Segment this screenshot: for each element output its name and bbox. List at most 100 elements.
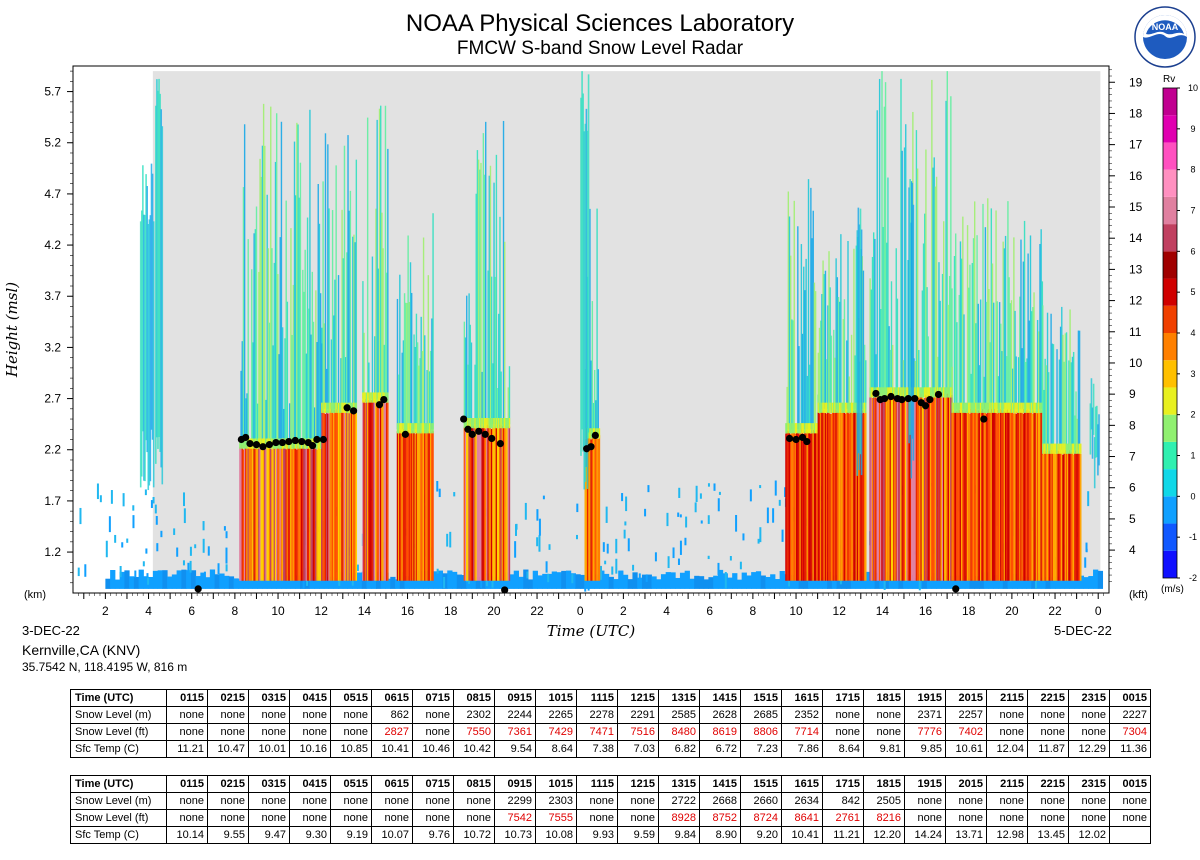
clutter-echo	[189, 546, 192, 556]
snow-streak	[814, 291, 817, 430]
bright-band	[1080, 443, 1082, 454]
rain-column	[887, 394, 889, 581]
fall-streak	[148, 219, 151, 486]
snow-streak	[322, 181, 324, 409]
table-cell: none	[371, 809, 413, 827]
table-cell: none	[1109, 792, 1151, 810]
snow-streak	[1038, 331, 1040, 409]
rain-column	[861, 413, 863, 581]
snow-streak	[1003, 248, 1006, 409]
snow-streak	[850, 334, 853, 409]
rain-column	[281, 447, 284, 581]
bright-band	[317, 438, 319, 449]
bright-band	[816, 423, 818, 434]
rain-column	[333, 413, 335, 581]
snow-streak	[989, 342, 991, 409]
bright-band	[920, 387, 922, 398]
surface-echo	[508, 574, 515, 589]
table-cell: 2015	[945, 775, 987, 793]
clutter-echo	[223, 526, 226, 531]
y-right-tick-label: 18	[1129, 106, 1143, 120]
rain-column	[897, 393, 900, 581]
rain-column	[865, 409, 867, 581]
table-cell: 2257	[945, 706, 987, 724]
snow-streak	[422, 237, 425, 430]
bright-band	[241, 438, 243, 449]
rain-column	[958, 409, 960, 581]
clutter-echo	[1034, 573, 1037, 589]
rain-column	[847, 412, 849, 581]
bright-band	[988, 402, 990, 413]
clutter-echo	[77, 567, 80, 577]
clutter-echo	[1085, 548, 1088, 553]
x-tick-label: 18	[444, 604, 458, 618]
surface-echo	[765, 576, 771, 589]
colorbar-segment	[1163, 360, 1177, 388]
snow-streak	[494, 276, 496, 425]
table-cell: none	[904, 809, 946, 827]
rain-column	[286, 445, 289, 581]
colorbar-segment	[1163, 169, 1177, 197]
snow-streak	[813, 282, 816, 430]
bright-band	[492, 418, 494, 429]
rain-column	[869, 397, 871, 581]
rain-column	[940, 397, 943, 581]
bright-band	[387, 392, 389, 403]
bright-band	[821, 402, 823, 413]
table-cell: 1215	[617, 689, 659, 707]
clutter-echo	[644, 508, 647, 517]
clutter-echo	[735, 514, 738, 532]
rain-column	[468, 426, 470, 581]
snow-streak	[801, 333, 804, 430]
surface-echo	[717, 569, 724, 589]
snow-streak	[975, 323, 977, 409]
bright-band	[853, 402, 855, 413]
bright-band	[376, 392, 378, 403]
rain-column	[590, 439, 592, 581]
table-cell: none	[412, 723, 454, 741]
fall-streak	[580, 97, 582, 456]
snow-streak	[1026, 358, 1028, 409]
bright-band	[823, 402, 825, 413]
bright-band	[493, 418, 495, 429]
snow-level-point	[313, 435, 321, 444]
clutter-echo	[155, 515, 158, 525]
rain-column	[1075, 450, 1077, 581]
table-cell: none	[330, 809, 372, 827]
snow-streak	[477, 159, 480, 425]
bright-band	[428, 423, 431, 434]
snow-streak	[396, 298, 399, 430]
snow-streak	[481, 371, 483, 425]
rain-column	[793, 432, 795, 581]
surface-echo	[1083, 577, 1089, 589]
bright-band	[397, 423, 400, 434]
clutter-echo	[548, 544, 551, 550]
bright-band	[805, 423, 807, 434]
bright-band	[499, 418, 501, 429]
rain-column	[900, 397, 902, 581]
table-cell: 0115	[166, 689, 208, 707]
rain-column	[595, 436, 597, 581]
clutter-echo	[182, 560, 185, 566]
rain-column	[416, 432, 419, 581]
surface-echo	[779, 571, 785, 589]
clutter-echo	[438, 488, 441, 498]
colorbar-tick-label: 4	[1190, 328, 1195, 338]
surface-echo	[105, 578, 111, 589]
bright-band	[414, 423, 416, 434]
clutter-echo	[491, 576, 494, 588]
clutter-echo	[446, 533, 449, 547]
x-tick-label: 8	[750, 604, 757, 618]
bright-band	[924, 387, 926, 398]
rain-column	[248, 448, 251, 581]
rain-column	[273, 448, 276, 581]
snow-streak	[265, 399, 267, 445]
rain-column	[1030, 411, 1033, 581]
snow-streak	[368, 362, 370, 399]
bright-band	[825, 402, 828, 413]
snow-level-point	[349, 407, 358, 415]
surface-echo	[162, 570, 168, 589]
rain-column	[788, 431, 791, 581]
row-label: Snow Level (m)	[70, 706, 167, 724]
surface-echo	[523, 569, 529, 589]
